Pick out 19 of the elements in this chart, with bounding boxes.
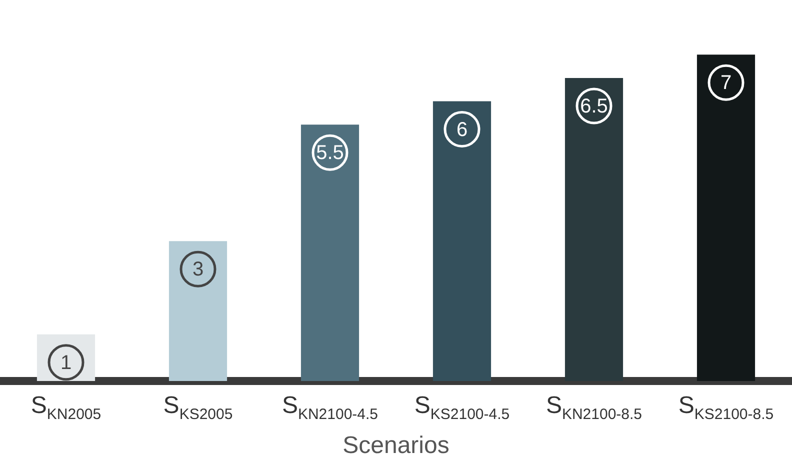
x-tick-label: S$_{KS2005}$ [162,392,234,423]
x-axis-title: Scenarios [342,432,450,460]
bar [36,334,96,381]
bar [696,54,756,381]
x-tick-label: S$_{KN2100-8.5}$ [544,392,644,423]
x-tick-label: S$_{KS2100-8.5}$ [677,392,775,423]
bar [432,101,492,381]
x-tick-label: S$_{KN2100-4.5}$ [280,392,380,423]
data-label: 3 [192,258,204,281]
data-label: 7 [720,72,732,94]
bar [300,124,360,381]
x-tick-label: S$_{KS2100-4.5}$ [413,392,511,423]
x-tick-label: S$_{KN2005}$ [30,392,102,423]
bar [168,241,228,381]
data-label: 6 [456,118,468,141]
data-label: 5.5 [316,142,344,164]
data-label: 1 [60,352,72,374]
bar [564,78,624,381]
data-label: 6.5 [580,95,608,118]
